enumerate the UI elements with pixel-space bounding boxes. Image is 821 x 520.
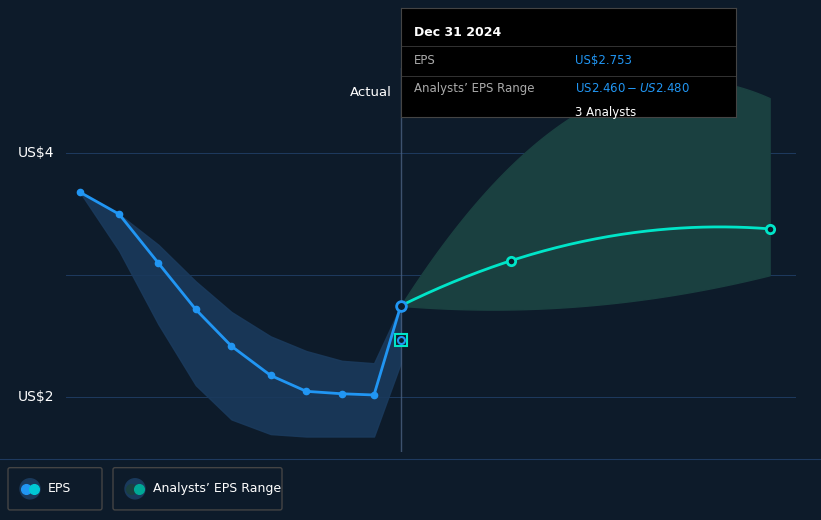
Text: US$2: US$2: [18, 391, 55, 405]
Text: Dec 31 2024: Dec 31 2024: [414, 27, 502, 40]
Text: Analysts’ EPS Range: Analysts’ EPS Range: [153, 483, 281, 495]
Text: Analysts Forecasts: Analysts Forecasts: [422, 86, 546, 99]
Text: US$2.753: US$2.753: [575, 54, 631, 67]
Text: Analysts’ EPS Range: Analysts’ EPS Range: [414, 82, 534, 95]
Text: US$4: US$4: [18, 146, 55, 160]
Text: US$2.460 - US$2.480: US$2.460 - US$2.480: [575, 82, 690, 95]
FancyBboxPatch shape: [113, 467, 282, 510]
Text: EPS: EPS: [48, 483, 71, 495]
Circle shape: [20, 479, 40, 499]
Text: 3 Analysts: 3 Analysts: [575, 106, 636, 119]
Circle shape: [125, 479, 145, 499]
Text: Actual: Actual: [350, 86, 392, 99]
Text: EPS: EPS: [414, 54, 436, 67]
FancyBboxPatch shape: [8, 467, 102, 510]
